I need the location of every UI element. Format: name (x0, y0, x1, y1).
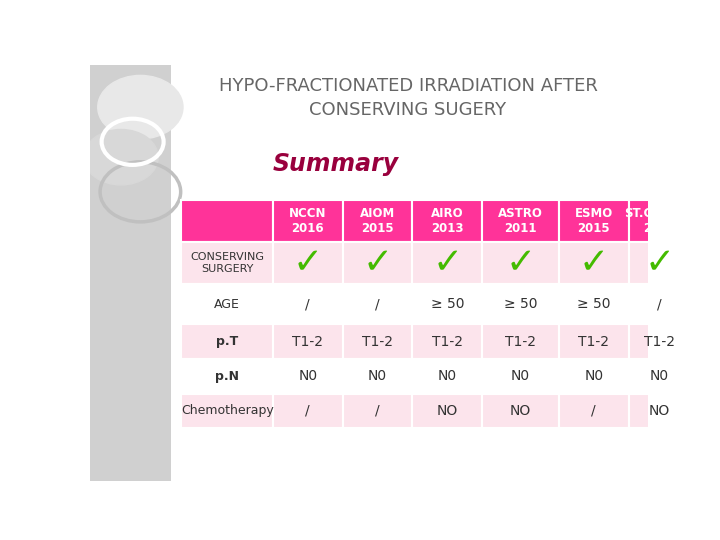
FancyBboxPatch shape (181, 325, 273, 359)
Text: N0: N0 (368, 369, 387, 383)
FancyBboxPatch shape (559, 325, 629, 359)
Text: NCCN
2016: NCCN 2016 (289, 207, 327, 235)
Text: T1-2: T1-2 (362, 335, 393, 349)
Text: ✓: ✓ (432, 246, 462, 280)
Text: N0: N0 (511, 369, 530, 383)
FancyBboxPatch shape (629, 200, 690, 242)
FancyBboxPatch shape (413, 200, 482, 242)
Text: N0: N0 (298, 369, 318, 383)
Text: T1-2: T1-2 (505, 335, 536, 349)
FancyBboxPatch shape (181, 359, 273, 394)
Circle shape (84, 130, 158, 185)
FancyBboxPatch shape (181, 284, 273, 325)
FancyBboxPatch shape (343, 394, 413, 428)
Text: /: / (657, 297, 662, 311)
FancyBboxPatch shape (273, 394, 343, 428)
Text: p.N: p.N (215, 370, 239, 383)
FancyBboxPatch shape (181, 394, 273, 428)
Text: /: / (305, 297, 310, 311)
Text: /: / (375, 297, 380, 311)
Text: HYPO-FRACTIONATED IRRADIATION AFTER
CONSERVING SUGERY: HYPO-FRACTIONATED IRRADIATION AFTER CONS… (219, 77, 598, 119)
FancyBboxPatch shape (343, 284, 413, 325)
FancyBboxPatch shape (629, 242, 690, 284)
Text: N0: N0 (438, 369, 456, 383)
FancyBboxPatch shape (90, 65, 171, 481)
FancyBboxPatch shape (559, 242, 629, 284)
Circle shape (98, 76, 183, 139)
FancyBboxPatch shape (482, 394, 559, 428)
Text: ≥ 50: ≥ 50 (504, 297, 537, 311)
Text: N0: N0 (584, 369, 603, 383)
Text: T1-2: T1-2 (578, 335, 609, 349)
Text: ✓: ✓ (362, 246, 392, 280)
Text: ESMO
2015: ESMO 2015 (575, 207, 613, 235)
Text: AIOM
2015: AIOM 2015 (360, 207, 395, 235)
FancyBboxPatch shape (413, 284, 482, 325)
FancyBboxPatch shape (273, 359, 343, 394)
Text: /: / (305, 404, 310, 418)
FancyBboxPatch shape (181, 242, 273, 284)
Text: /: / (591, 404, 596, 418)
FancyBboxPatch shape (482, 325, 559, 359)
FancyBboxPatch shape (343, 242, 413, 284)
FancyBboxPatch shape (559, 284, 629, 325)
FancyBboxPatch shape (629, 394, 690, 428)
Text: ≥ 50: ≥ 50 (577, 297, 611, 311)
Text: Chemotherapy: Chemotherapy (181, 404, 274, 417)
Text: ≥ 50: ≥ 50 (431, 297, 464, 311)
FancyBboxPatch shape (181, 200, 273, 242)
Text: AIRO
2013: AIRO 2013 (431, 207, 464, 235)
FancyBboxPatch shape (273, 325, 343, 359)
Text: p.T: p.T (216, 335, 238, 348)
Text: T1-2: T1-2 (644, 335, 675, 349)
FancyBboxPatch shape (343, 325, 413, 359)
FancyBboxPatch shape (273, 242, 343, 284)
FancyBboxPatch shape (482, 284, 559, 325)
Text: ✓: ✓ (579, 246, 609, 280)
Text: ✓: ✓ (292, 246, 323, 280)
FancyBboxPatch shape (629, 284, 690, 325)
Text: NO: NO (649, 404, 670, 418)
FancyBboxPatch shape (629, 325, 690, 359)
FancyBboxPatch shape (559, 200, 629, 242)
FancyBboxPatch shape (482, 242, 559, 284)
Text: N0: N0 (650, 369, 669, 383)
Text: T1-2: T1-2 (292, 335, 323, 349)
FancyBboxPatch shape (413, 359, 482, 394)
Text: ✓: ✓ (644, 246, 675, 280)
FancyBboxPatch shape (343, 200, 413, 242)
FancyBboxPatch shape (559, 394, 629, 428)
FancyBboxPatch shape (273, 200, 343, 242)
Text: Summary: Summary (272, 152, 399, 176)
FancyBboxPatch shape (413, 394, 482, 428)
Text: T1-2: T1-2 (432, 335, 463, 349)
Text: ASTRO
2011: ASTRO 2011 (498, 207, 543, 235)
FancyBboxPatch shape (273, 284, 343, 325)
Text: AGE: AGE (215, 298, 240, 311)
FancyBboxPatch shape (413, 242, 482, 284)
Text: NO: NO (436, 404, 458, 418)
FancyBboxPatch shape (343, 359, 413, 394)
FancyBboxPatch shape (482, 200, 559, 242)
FancyBboxPatch shape (482, 359, 559, 394)
FancyBboxPatch shape (629, 359, 690, 394)
Text: /: / (375, 404, 380, 418)
FancyBboxPatch shape (413, 325, 482, 359)
Text: CONSERVING
SURGERY: CONSERVING SURGERY (190, 252, 264, 274)
Text: ✓: ✓ (505, 246, 536, 280)
Text: NO: NO (510, 404, 531, 418)
FancyBboxPatch shape (559, 359, 629, 394)
Text: ST.GALLEN
2015: ST.GALLEN 2015 (624, 207, 696, 235)
